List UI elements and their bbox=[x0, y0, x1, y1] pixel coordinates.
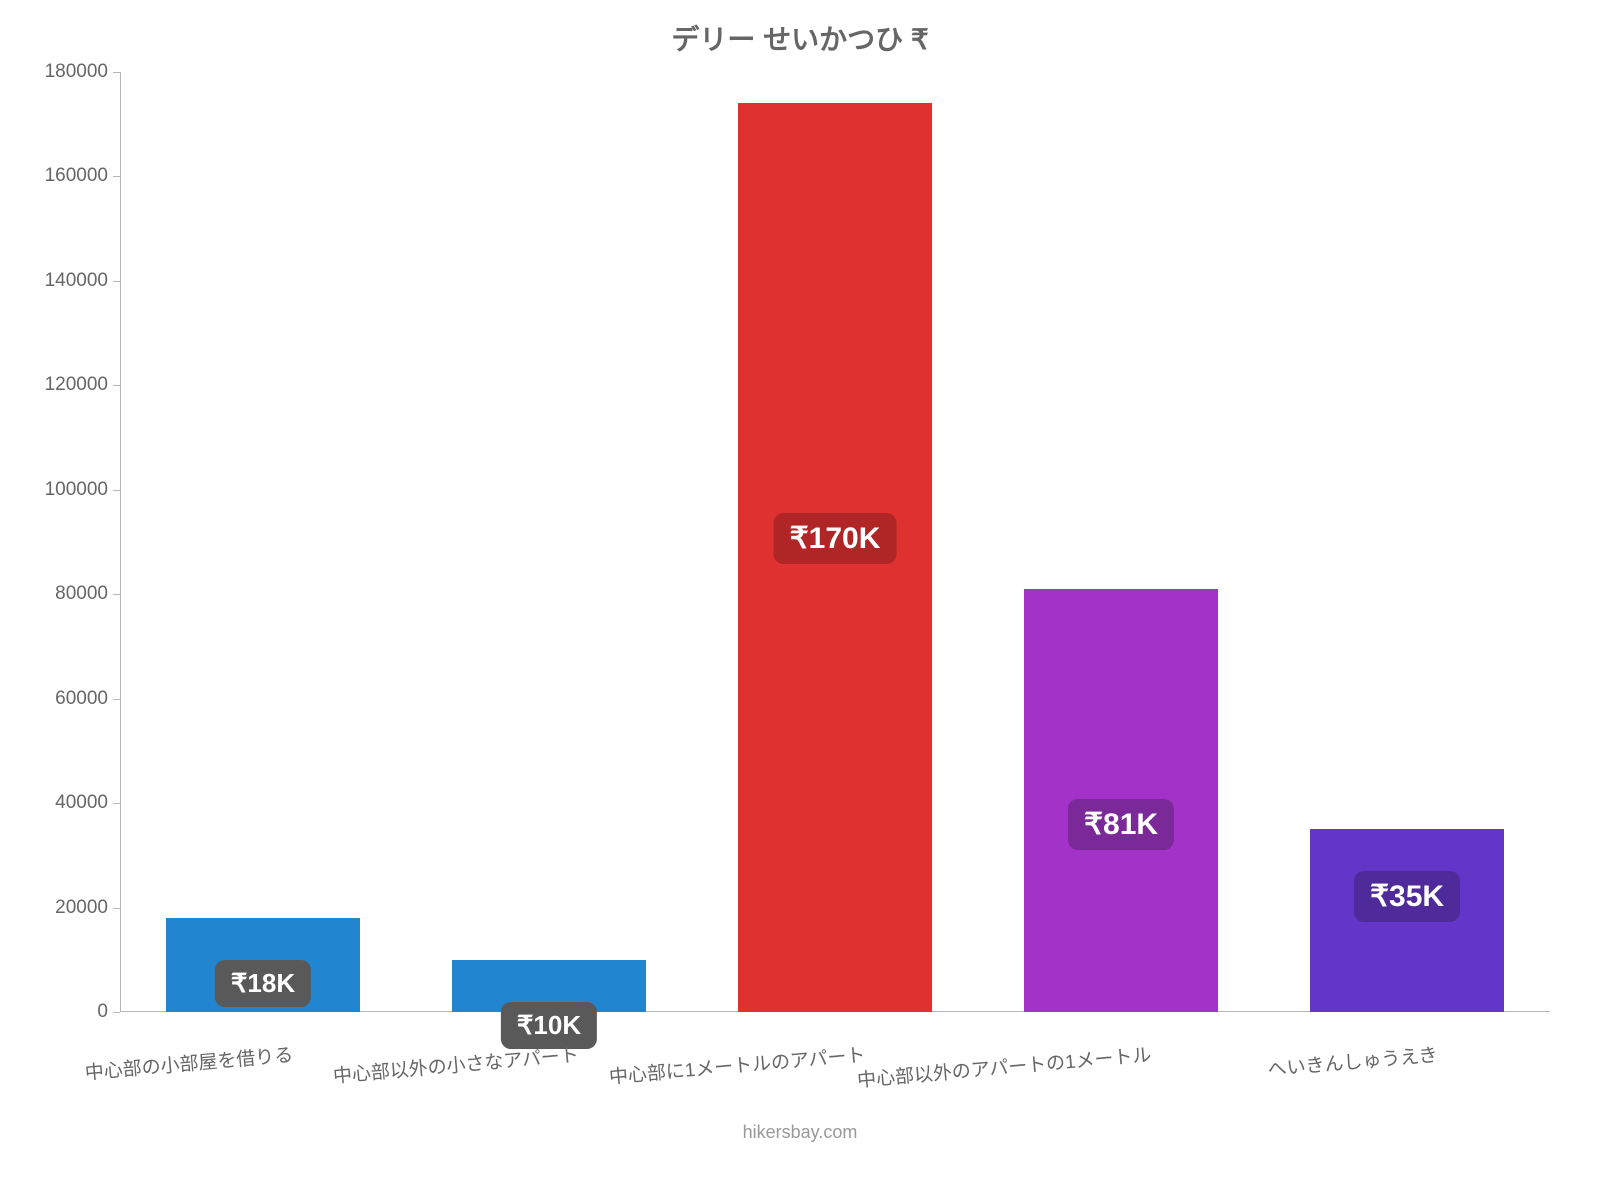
y-tick-mark bbox=[113, 72, 120, 73]
y-tick-mark bbox=[113, 699, 120, 700]
y-tick-mark bbox=[113, 490, 120, 491]
y-tick-mark bbox=[113, 176, 120, 177]
x-category-label: 中心部以外のアパートの1メートル bbox=[856, 1040, 1152, 1093]
y-tick-label: 40000 bbox=[55, 792, 120, 814]
x-category-label: 中心部に1メートルのアパート bbox=[608, 1040, 867, 1089]
x-category-label: 中心部以外の小さなアパート bbox=[332, 1040, 580, 1088]
y-tick-label: 120000 bbox=[45, 374, 120, 396]
y-tick-label: 100000 bbox=[45, 479, 120, 501]
bars-group: ₹18K₹10K₹170K₹81K₹35K bbox=[120, 72, 1550, 1012]
chart-container: デリー せいかつひ ₹ 0200004000060000800001000001… bbox=[0, 0, 1600, 1200]
x-category-label: へいきんしゅうえき bbox=[1266, 1040, 1438, 1082]
value-badge: ₹18K bbox=[215, 960, 311, 1007]
value-badge: ₹170K bbox=[774, 513, 897, 564]
y-tick-label: 160000 bbox=[45, 165, 120, 187]
plot-area: 0200004000060000800001000001200001400001… bbox=[120, 72, 1550, 1012]
value-badge: ₹81K bbox=[1068, 799, 1174, 850]
y-tick-label: 140000 bbox=[45, 270, 120, 292]
y-tick-mark bbox=[113, 908, 120, 909]
y-tick-label: 60000 bbox=[55, 688, 120, 710]
y-tick-label: 80000 bbox=[55, 583, 120, 605]
y-tick-mark bbox=[113, 803, 120, 804]
attribution-text: hikersbay.com bbox=[0, 1122, 1600, 1143]
chart-title: デリー せいかつひ ₹ bbox=[0, 18, 1600, 58]
x-category-label: 中心部の小部屋を借りる bbox=[84, 1040, 295, 1085]
y-tick-mark bbox=[113, 594, 120, 595]
value-badge: ₹35K bbox=[1354, 871, 1460, 922]
y-tick-mark bbox=[113, 1012, 120, 1013]
y-tick-mark bbox=[113, 281, 120, 282]
y-tick-label: 20000 bbox=[55, 897, 120, 919]
y-tick-label: 180000 bbox=[45, 61, 120, 83]
y-tick-mark bbox=[113, 385, 120, 386]
